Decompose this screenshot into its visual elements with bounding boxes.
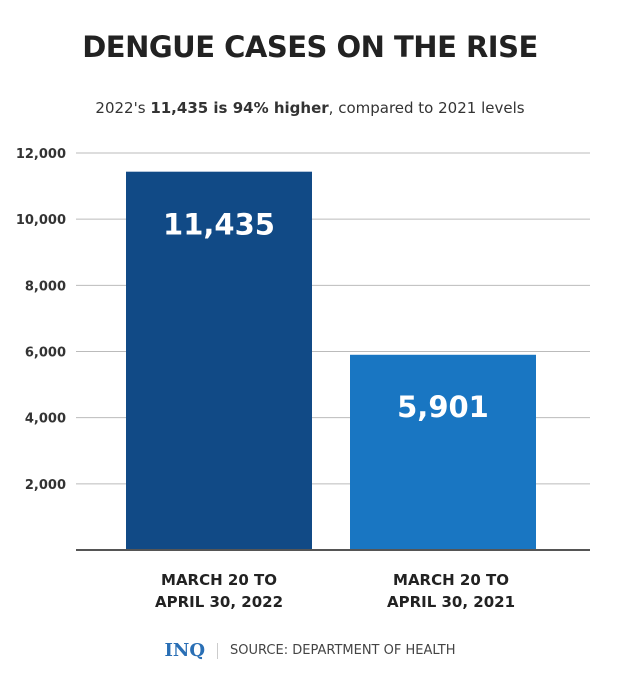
- x-tick-label: APRIL 30, 2021: [387, 593, 515, 611]
- x-tick-label: MARCH 20 TO: [393, 571, 509, 589]
- y-tick-label: 4,000: [25, 412, 66, 427]
- data-label: 11,435: [163, 208, 275, 242]
- y-tick-label: 6,000: [25, 346, 66, 361]
- bar: [350, 354, 536, 550]
- subtitle-pre: 2022's: [95, 99, 151, 117]
- divider: [217, 642, 219, 659]
- y-tick-label: 12,000: [16, 147, 66, 162]
- y-tick-label: 8,000: [25, 279, 66, 294]
- data-label: 5,901: [397, 390, 489, 424]
- chart-subtitle: 2022's 11,435 is 94% higher, compared to…: [0, 99, 620, 117]
- subtitle-bold: 11,435 is 94% higher: [150, 99, 329, 117]
- footer: INQ SOURCE: DEPARTMENT OF HEALTH: [0, 640, 620, 661]
- x-tick-label: MARCH 20 TO: [161, 571, 277, 589]
- bar: [126, 171, 312, 550]
- source-text: SOURCE: DEPARTMENT OF HEALTH: [230, 643, 456, 658]
- bar-chart: 2,000 4,000 6,000 8,000 10,000 12,000 11,435 MA…: [16, 147, 590, 611]
- y-tick-label: 2,000: [25, 478, 66, 493]
- chart-title: DENGUE CASES ON THE RISE: [82, 30, 538, 64]
- inq-logo: INQ: [164, 640, 206, 661]
- y-tick-label: 10,000: [16, 213, 66, 228]
- subtitle-post: , compared to 2021 levels: [328, 99, 525, 117]
- x-tick-label: APRIL 30, 2022: [155, 593, 283, 611]
